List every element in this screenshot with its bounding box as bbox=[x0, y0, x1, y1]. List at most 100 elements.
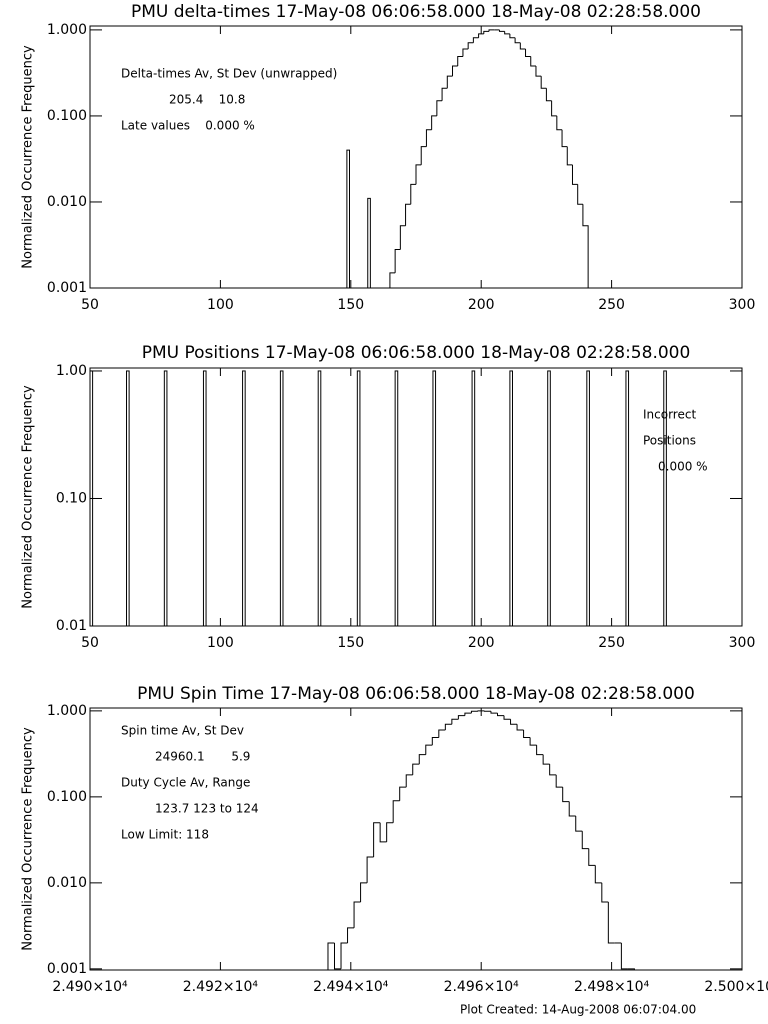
histogram-bin bbox=[346, 149, 350, 288]
x-tick-label: 100 bbox=[207, 635, 234, 651]
histogram-bin bbox=[535, 66, 542, 77]
bar bbox=[625, 370, 630, 627]
histogram-bin bbox=[438, 729, 446, 738]
x-tick-label: 200 bbox=[468, 635, 495, 651]
histogram-bin bbox=[399, 225, 406, 250]
histogram-bin bbox=[451, 718, 459, 725]
histogram-bin bbox=[509, 33, 516, 39]
histogram-bin bbox=[446, 75, 453, 89]
plot-frame bbox=[89, 25, 743, 289]
x-tick-label: 200 bbox=[468, 297, 495, 313]
histogram-bin bbox=[457, 56, 463, 67]
annotation: Late values 0.000 % bbox=[121, 119, 255, 133]
histogram-bin bbox=[386, 822, 394, 842]
histogram-bin bbox=[498, 29, 505, 32]
histogram-bin bbox=[347, 927, 355, 943]
annotation: Incorrect bbox=[643, 408, 696, 422]
histogram-bin bbox=[360, 882, 368, 902]
bar bbox=[202, 370, 207, 627]
histogram-bin bbox=[425, 129, 432, 147]
histogram-bin bbox=[542, 754, 550, 765]
histogram-bin bbox=[529, 737, 537, 746]
x-tick-label: 50 bbox=[81, 635, 99, 651]
x-tick-label: 150 bbox=[337, 297, 364, 313]
histogram-bin bbox=[353, 901, 361, 928]
histogram-bin bbox=[418, 754, 426, 765]
histogram-bin bbox=[366, 856, 374, 883]
histogram-bin bbox=[607, 901, 615, 944]
histogram-bin bbox=[545, 88, 552, 102]
bar bbox=[394, 370, 399, 627]
x-tick-label: 300 bbox=[729, 635, 756, 651]
histogram-bin bbox=[510, 719, 518, 725]
histogram-bin bbox=[540, 76, 547, 89]
histogram-bin bbox=[483, 30, 490, 34]
histogram-bin bbox=[525, 48, 531, 58]
histogram-bin bbox=[452, 65, 458, 77]
histogram-bin bbox=[327, 942, 335, 970]
histogram-bin bbox=[457, 715, 465, 720]
y-tick-label: 0.010 bbox=[47, 875, 87, 891]
histogram-bin bbox=[394, 249, 401, 273]
histogram-bin bbox=[588, 848, 596, 866]
histogram-bin bbox=[556, 115, 563, 131]
x-tick-label: 250 bbox=[598, 297, 625, 313]
histogram-bin bbox=[464, 712, 472, 716]
bar bbox=[547, 370, 551, 627]
histogram-bin bbox=[431, 115, 437, 130]
histogram-bin bbox=[488, 29, 495, 32]
y-tick-label: 0.001 bbox=[47, 961, 87, 977]
histogram-bin bbox=[582, 204, 589, 288]
histogram-bin bbox=[530, 56, 536, 67]
histogram-bin bbox=[334, 942, 342, 970]
histogram-bin bbox=[379, 822, 387, 843]
y-tick-label: 0.100 bbox=[47, 789, 87, 805]
annotation: 0.000 % bbox=[658, 460, 708, 474]
histogram-bin bbox=[441, 87, 448, 101]
footer: Plot Created: 14-Aug-2008 06:07:04.00 bbox=[460, 1003, 696, 1017]
histogram-bin bbox=[519, 42, 526, 50]
histogram-bin bbox=[399, 786, 407, 801]
histogram-bin bbox=[594, 865, 602, 884]
histogram-bin bbox=[367, 197, 371, 288]
annotation: Delta-times Av, St Dev (unwrapped) bbox=[121, 67, 337, 81]
histogram-bin bbox=[549, 764, 557, 776]
annotation: Duty Cycle Av, Range bbox=[121, 776, 250, 790]
histogram-bin bbox=[470, 710, 478, 714]
histogram-bin bbox=[562, 787, 570, 803]
x-tick-label: 300 bbox=[729, 297, 756, 313]
bar bbox=[242, 370, 246, 627]
x-tick-label: 2.496×10⁴ bbox=[444, 979, 520, 995]
x-tick-label: 250 bbox=[598, 635, 625, 651]
histogram-bin bbox=[575, 815, 583, 832]
histogram-bin bbox=[490, 711, 498, 714]
y-tick-label: 1.000 bbox=[47, 703, 87, 719]
histogram-bin bbox=[516, 724, 524, 731]
x-tick-label: 2.494×10⁴ bbox=[313, 979, 389, 995]
x-tick-label: 50 bbox=[81, 297, 99, 313]
histogram-bin bbox=[571, 164, 578, 185]
histogram-bin bbox=[444, 723, 452, 730]
bar bbox=[126, 370, 130, 627]
bar bbox=[356, 370, 361, 627]
histogram-bin bbox=[373, 822, 381, 857]
y-axis-label: Normalized Occurrence Frequency bbox=[21, 727, 36, 951]
x-tick-label: 2.500×10⁴ bbox=[704, 979, 768, 995]
histogram-bin bbox=[467, 42, 474, 49]
chart-title: PMU Spin Time 17-May-08 06:06:58.000 18-… bbox=[137, 684, 695, 704]
histogram-bin bbox=[472, 37, 479, 43]
histogram-bin bbox=[405, 203, 411, 226]
chart-title: PMU Positions 17-May-08 06:06:58.000 18-… bbox=[142, 343, 691, 363]
x-tick-label: 2.492×10⁴ bbox=[183, 979, 259, 995]
histogram-bin bbox=[410, 183, 416, 205]
histogram-bin bbox=[431, 737, 439, 746]
histogram-bin bbox=[425, 744, 433, 755]
histogram-bin bbox=[497, 713, 505, 717]
histogram-bin bbox=[514, 37, 521, 44]
histogram-bin bbox=[504, 31, 510, 35]
y-tick-label: 0.01 bbox=[56, 618, 87, 634]
plot-frame bbox=[89, 707, 743, 971]
chart-title: PMU delta-times 17-May-08 06:06:58.000 1… bbox=[131, 2, 701, 22]
histogram-bin bbox=[392, 800, 400, 823]
